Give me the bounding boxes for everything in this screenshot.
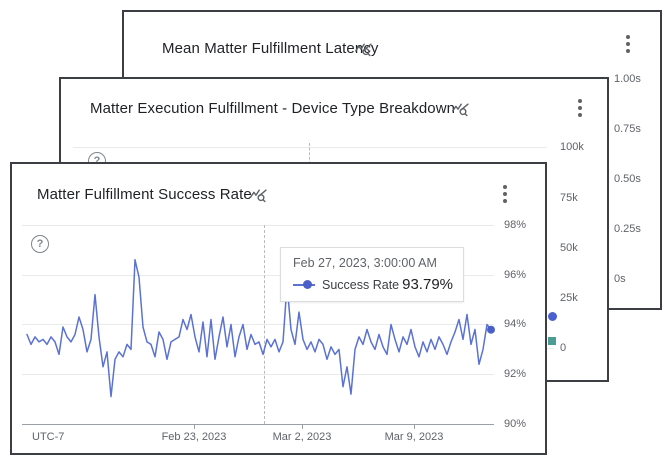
x-axis-line	[22, 424, 494, 425]
y-axis-tick: 100k	[560, 141, 584, 153]
help-icon[interactable]: ?	[31, 235, 49, 253]
y-axis-tick: 25k	[560, 292, 578, 304]
x-tick-mark	[194, 424, 195, 429]
query-stats-icon	[250, 187, 267, 209]
query-stats-icon	[355, 41, 372, 63]
y-axis-tick: 96%	[504, 269, 527, 281]
tooltip-series-row: Success Rate 93.79%	[293, 276, 453, 293]
y-axis-tick: 94%	[504, 318, 527, 330]
success-rate-line-chart[interactable]	[12, 164, 549, 457]
y-axis-tick: 98%	[504, 219, 527, 231]
crosshair-dashed-line	[309, 143, 310, 169]
card-success-rate: Matter Fulfillment Success Rate ? 98% 9	[10, 162, 547, 455]
x-tick-mark	[302, 424, 303, 429]
y-axis-tick: 1.00s	[614, 73, 641, 85]
card-title-mean-latency: Mean Matter Fulfillment Latency	[162, 40, 379, 57]
series-point-dot	[548, 312, 557, 321]
chart-tooltip: Feb 27, 2023, 3:00:00 AM Success Rate 93…	[280, 247, 464, 302]
tooltip-value: 93.79%	[402, 276, 453, 293]
y-axis-tick: 50k	[560, 242, 578, 254]
y-axis-tick: 0.75s	[614, 123, 641, 135]
gridline-94	[22, 324, 494, 325]
gridline-100k	[73, 147, 547, 148]
y-axis-tick: 0s	[614, 273, 626, 285]
tooltip-series-label: Success Rate	[322, 277, 400, 292]
y-axis-tick: 75k	[560, 192, 578, 204]
latest-value-dot	[487, 325, 495, 334]
card-title-success-rate: Matter Fulfillment Success Rate	[37, 186, 252, 203]
query-stats-icon	[452, 101, 469, 123]
y-axis-tick: 0.50s	[614, 173, 641, 185]
x-axis-tick: Mar 2, 2023	[272, 431, 332, 443]
card-title-device-breakdown: Matter Execution Fulfillment - Device Ty…	[90, 100, 456, 117]
gridline-92	[22, 374, 494, 375]
more-options-button[interactable]	[619, 33, 637, 55]
series-legend-mark	[293, 280, 315, 289]
timezone-label: UTC-7	[32, 431, 65, 443]
x-axis-tick: Mar 9, 2023	[384, 431, 444, 443]
gridline-zero-sliver	[545, 348, 554, 349]
gridline-98	[22, 225, 494, 226]
crosshair-dashed-line	[264, 225, 265, 424]
tooltip-timestamp: Feb 27, 2023, 3:00:00 AM	[293, 256, 437, 270]
y-axis-tick: 90%	[504, 418, 527, 430]
y-axis-tick: 0	[560, 342, 567, 354]
series-point-square	[548, 337, 556, 345]
more-options-button[interactable]	[496, 183, 514, 205]
x-tick-mark	[414, 424, 415, 429]
y-axis-tick: 92%	[504, 368, 527, 380]
y-axis-tick: 0.25s	[614, 223, 641, 235]
x-axis-tick: Feb 23, 2023	[161, 431, 227, 443]
more-options-button[interactable]	[571, 97, 589, 119]
gridline-96	[22, 275, 494, 276]
